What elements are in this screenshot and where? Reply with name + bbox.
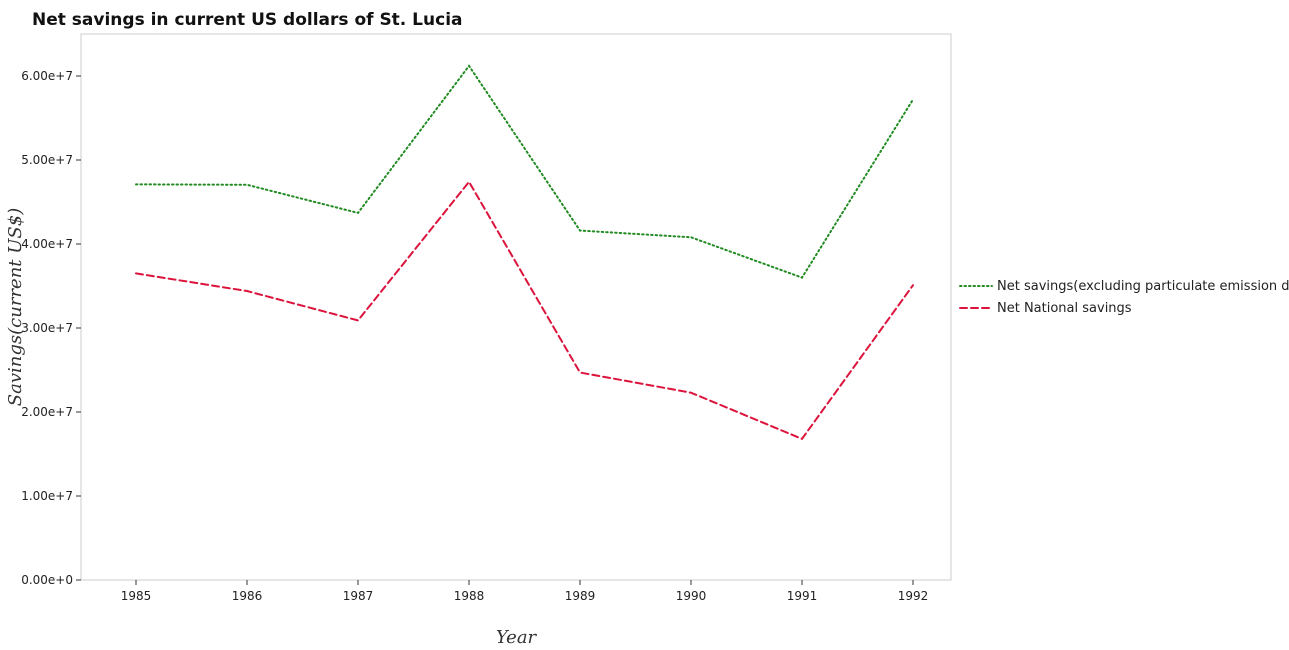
y-tick-label: 0.00e+0 <box>21 573 73 587</box>
y-axis-label: Savings(current US$) <box>5 208 26 406</box>
x-tick-label: 1988 <box>454 589 485 603</box>
y-tick-label: 1.00e+7 <box>21 489 73 503</box>
x-tick-label: 1987 <box>343 589 374 603</box>
legend-label-0: Net savings(excluding particulate emissi… <box>997 279 1289 294</box>
axes: 0.00e+0 1.00e+7 2.00e+7 3.00e+7 4.00e+7 5.00e… <box>21 69 928 603</box>
x-tick-label: 1986 <box>232 589 263 603</box>
x-tick-label: 1985 <box>121 589 152 603</box>
series-line-1 <box>135 180 914 441</box>
legend-label-1: Net National savings <box>997 301 1132 316</box>
y-tick-label: 6.00e+7 <box>21 69 73 83</box>
y-tick-label: 3.00e+7 <box>21 321 73 335</box>
x-tick-label: 1989 <box>565 589 596 603</box>
y-tick-label: 4.00e+7 <box>21 237 73 251</box>
x-tick-label: 1992 <box>898 589 929 603</box>
plot-area <box>80 33 952 581</box>
x-tick-label: 1991 <box>787 589 818 603</box>
y-tick-label: 5.00e+7 <box>21 153 73 167</box>
y-tick-label: 2.00e+7 <box>21 405 73 419</box>
legend: Net savings(excluding particulate emissi… <box>959 279 1289 316</box>
series-line-0 <box>135 64 914 279</box>
x-tick-label: 1990 <box>676 589 707 603</box>
chart-title: Net savings in current US dollars of St.… <box>32 10 463 30</box>
series-layer <box>135 64 914 441</box>
x-axis-label: Year <box>496 627 538 648</box>
